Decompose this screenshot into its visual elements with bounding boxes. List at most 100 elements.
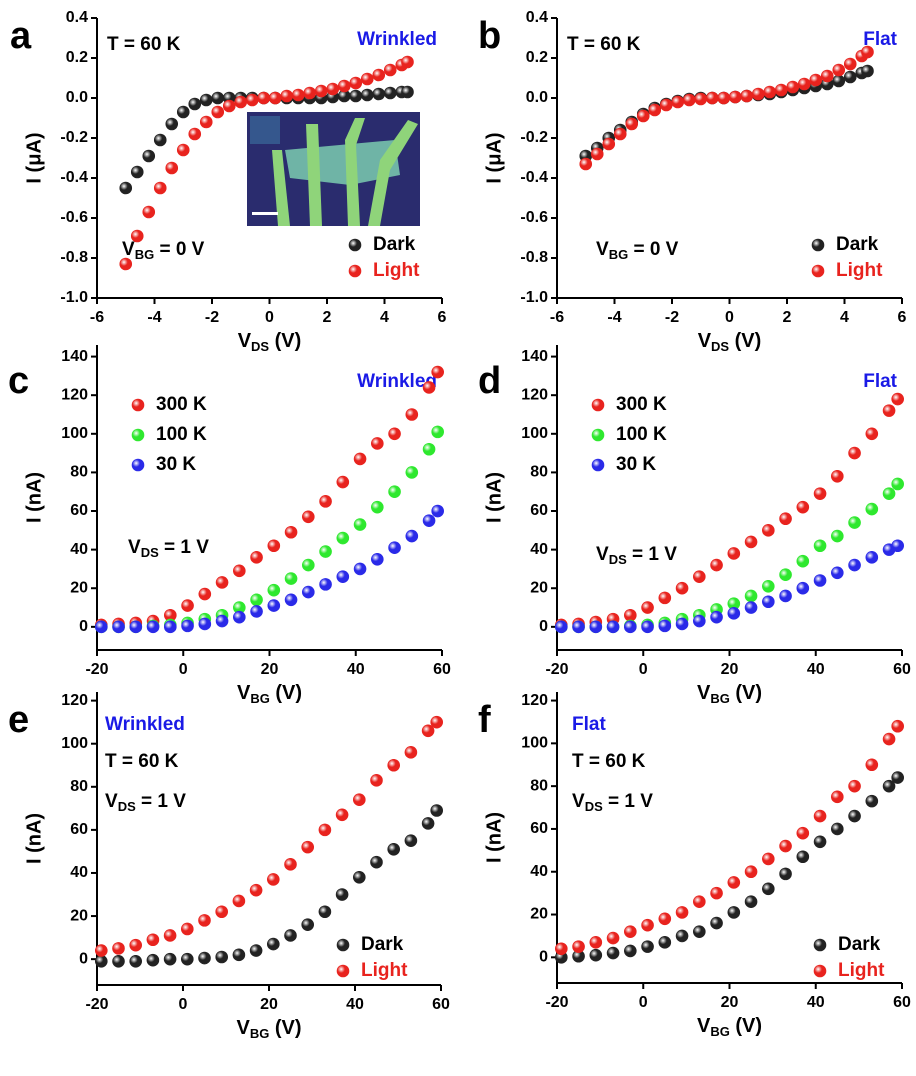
- data-point: [813, 574, 827, 587]
- y-axis-label: I (nA): [23, 813, 45, 864]
- data-point: [740, 89, 754, 103]
- data-point: [146, 620, 160, 634]
- data-point: [284, 572, 298, 585]
- panel-letter: a: [10, 15, 32, 57]
- legend-label: Dark: [836, 234, 879, 255]
- y-tick-label: 0.0: [526, 89, 548, 106]
- x-tick-label: 4: [380, 309, 389, 326]
- legend-marker: [591, 458, 605, 472]
- data-point: [318, 905, 332, 919]
- data-point: [744, 865, 758, 879]
- data-point: [779, 589, 792, 603]
- data-point: [250, 551, 263, 564]
- data-point: [266, 937, 280, 951]
- data-point: [163, 952, 177, 966]
- legend-marker: [813, 938, 827, 952]
- data-point: [302, 510, 315, 524]
- data-point: [727, 876, 741, 889]
- x-tick-label: 40: [347, 661, 365, 678]
- data-point: [401, 55, 414, 69]
- data-point: [129, 938, 142, 952]
- x-tick-label: 20: [721, 661, 739, 678]
- data-point: [422, 514, 436, 527]
- y-tick-label: 100: [61, 425, 88, 442]
- y-tick-label: 0.2: [66, 49, 88, 66]
- data-point: [786, 80, 800, 94]
- annotation: T = 60 K: [567, 34, 641, 55]
- legend-marker: [811, 238, 825, 252]
- data-point: [624, 620, 637, 634]
- annotation: Flat: [863, 371, 897, 392]
- data-point: [284, 525, 298, 539]
- data-point: [675, 617, 689, 631]
- data-point: [112, 955, 125, 968]
- y-tick-label: 60: [70, 502, 88, 519]
- data-point: [820, 69, 834, 83]
- text-part: BG: [710, 1024, 730, 1039]
- x-tick-label: 40: [346, 996, 364, 1013]
- y-tick-label: 100: [61, 735, 88, 752]
- data-point: [763, 85, 777, 99]
- data-point: [762, 852, 775, 866]
- data-point: [371, 552, 384, 566]
- x-tick-label: 20: [260, 996, 278, 1013]
- y-tick-label: 0.4: [66, 9, 88, 26]
- data-point: [624, 925, 637, 938]
- data-point: [843, 57, 857, 71]
- data-point: [165, 117, 179, 131]
- text-part: (V): [730, 682, 762, 704]
- y-tick-label: 60: [530, 820, 548, 837]
- data-point: [284, 929, 297, 942]
- data-point: [848, 809, 861, 823]
- y-tick-label: 80: [530, 464, 548, 481]
- panel-letter: b: [478, 15, 501, 57]
- x-tick-label: 60: [893, 994, 911, 1011]
- data-point: [848, 516, 861, 529]
- legend-label: Dark: [373, 234, 416, 255]
- legend-label: Light: [361, 960, 408, 981]
- data-point: [831, 822, 844, 836]
- data-point: [710, 886, 723, 900]
- data-point: [693, 570, 706, 583]
- data-point: [129, 955, 142, 968]
- panel-letter: f: [478, 699, 491, 741]
- data-point: [659, 98, 673, 112]
- x-tick-label: 0: [179, 996, 188, 1013]
- data-point: [199, 115, 213, 129]
- data-point: [222, 99, 236, 113]
- data-point: [779, 867, 792, 881]
- data-point: [164, 620, 177, 634]
- x-tick-label: 60: [893, 661, 911, 678]
- y-axis-label: I (nA): [483, 472, 505, 523]
- data-point: [372, 68, 386, 82]
- data-point: [727, 547, 741, 560]
- data-point: [555, 942, 568, 956]
- data-point: [809, 73, 823, 87]
- data-point: [744, 535, 758, 549]
- data-point: [129, 620, 143, 634]
- y-tick-label: -0.6: [520, 209, 548, 226]
- data-point: [95, 955, 108, 968]
- text-part: = 1 V: [136, 791, 186, 812]
- data-point: [762, 882, 775, 896]
- annotation: Wrinkled: [105, 714, 185, 735]
- data-point: [813, 487, 827, 500]
- data-point: [181, 619, 194, 633]
- data-point: [882, 732, 896, 746]
- text-part: DS: [711, 339, 729, 354]
- data-point: [336, 570, 350, 583]
- annotation: Wrinkled: [357, 371, 437, 392]
- data-point: [142, 205, 156, 219]
- data-point: [891, 539, 904, 553]
- x-tick-label: 40: [807, 661, 825, 678]
- data-point: [779, 839, 792, 853]
- text-part: V: [697, 1015, 711, 1037]
- data-point: [388, 541, 401, 554]
- data-point: [153, 181, 167, 195]
- data-point: [641, 620, 654, 634]
- legend-label: Dark: [838, 934, 881, 955]
- y-tick-label: 40: [70, 864, 88, 881]
- x-tick-label: 2: [323, 309, 332, 326]
- y-tick-label: 20: [70, 579, 88, 596]
- annotation: VDS = 1 V: [572, 791, 653, 814]
